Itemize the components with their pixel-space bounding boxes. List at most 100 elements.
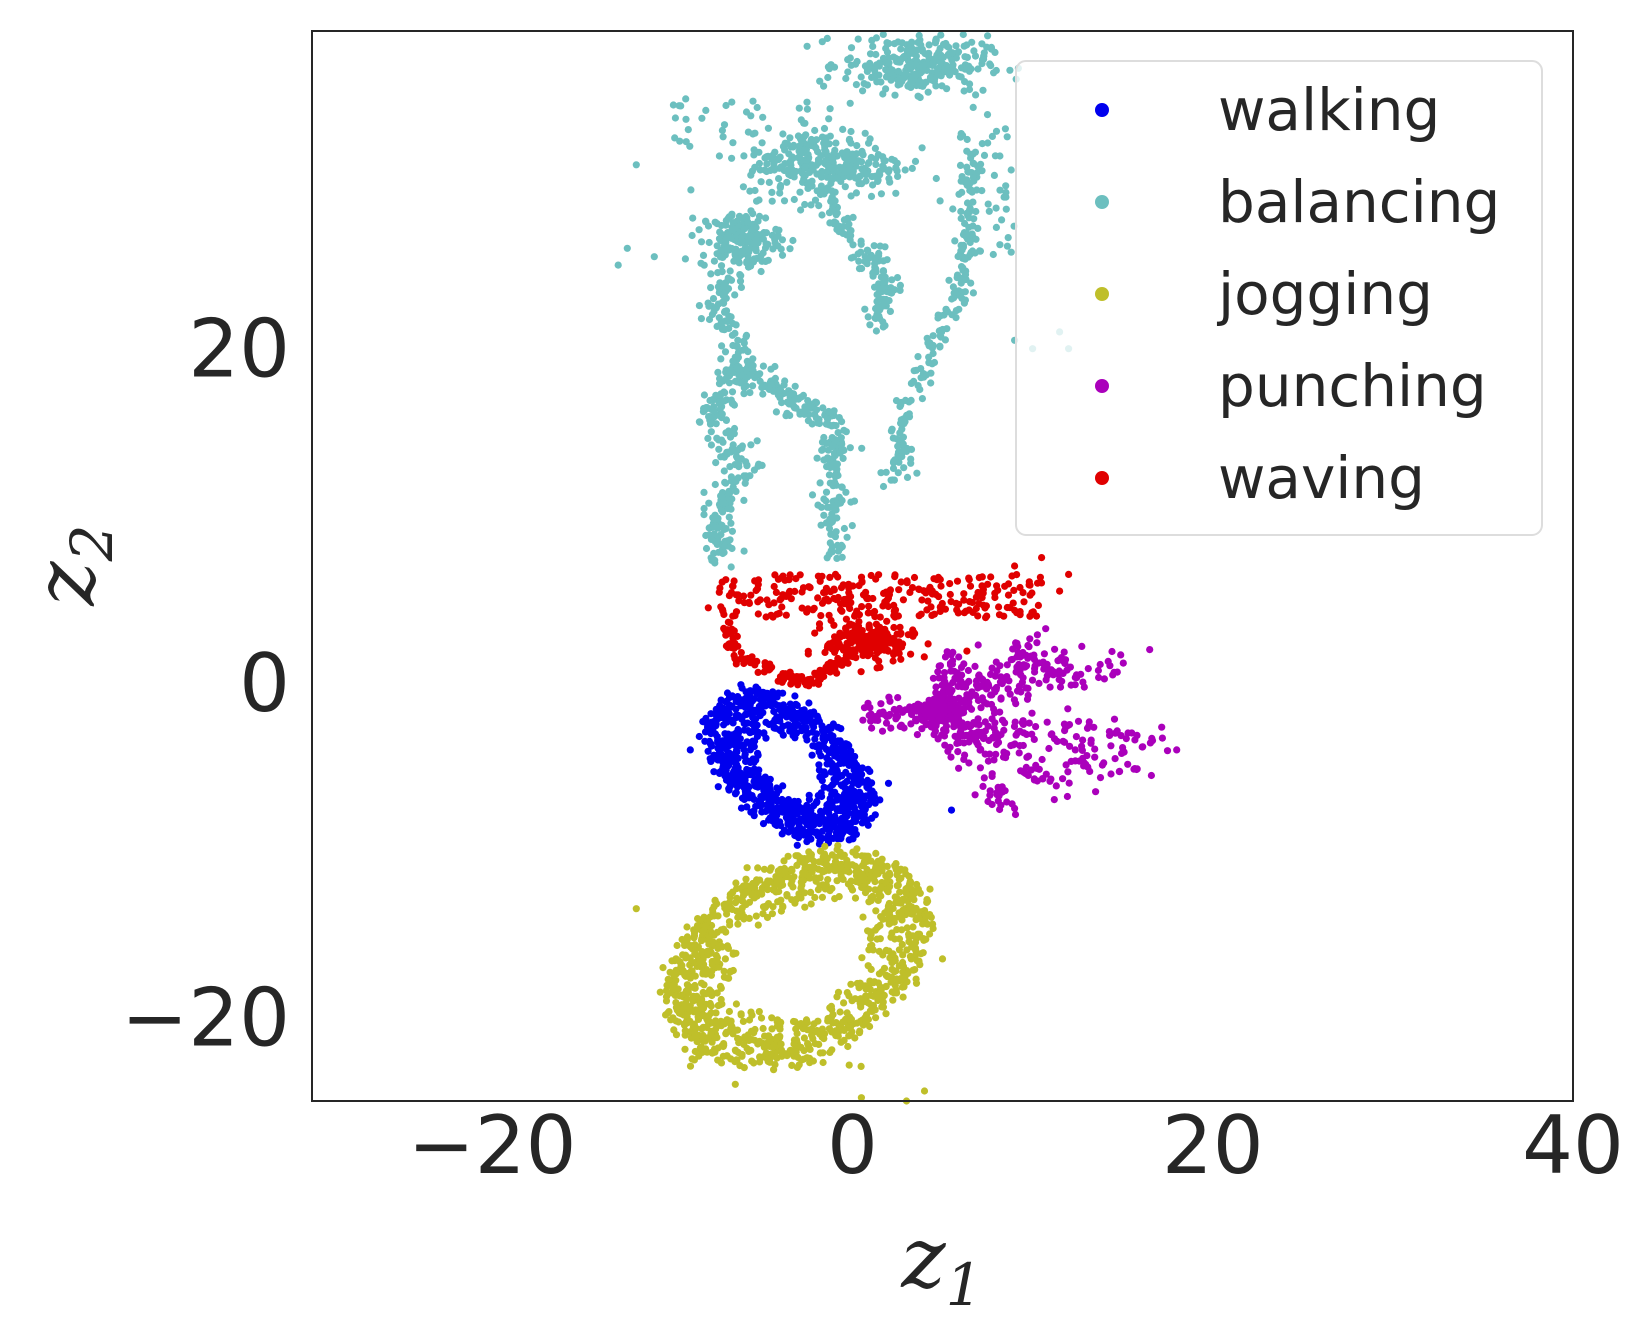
punching-point	[986, 787, 994, 795]
balancing-point	[777, 245, 785, 253]
walking-point	[710, 768, 718, 776]
balancing-point	[715, 380, 724, 388]
walking-point	[747, 771, 755, 779]
jogging-point	[706, 936, 714, 944]
punching-point	[994, 797, 1002, 805]
balancing-point	[688, 231, 696, 240]
balancing-point	[1001, 125, 1010, 133]
balancing-point	[700, 391, 709, 399]
punching-point	[878, 727, 887, 735]
punching-point	[1092, 788, 1100, 796]
punching-point	[994, 783, 1002, 792]
balancing-point	[847, 44, 856, 52]
walking-point	[791, 692, 799, 700]
jogging-point	[810, 1020, 818, 1028]
walking-point	[769, 795, 777, 804]
walking-point	[871, 811, 879, 819]
walking-point	[805, 791, 813, 799]
balancing-point	[855, 265, 864, 273]
balancing-point	[730, 424, 739, 433]
jogging-point	[742, 901, 750, 909]
punching-point	[946, 659, 955, 667]
jogging-point	[847, 980, 855, 988]
waving-point	[814, 594, 822, 602]
balancing-point	[956, 161, 965, 169]
punching-point	[940, 726, 948, 734]
punching-point	[951, 715, 959, 723]
balancing-point	[733, 454, 742, 462]
balancing-point	[731, 291, 739, 299]
jogging-point	[912, 979, 921, 987]
jogging-point	[723, 906, 731, 914]
balancing-point	[830, 407, 838, 415]
balancing-point	[750, 151, 758, 159]
balancing-point	[811, 126, 819, 135]
balancing-point	[951, 237, 959, 245]
jogging-point	[873, 923, 882, 932]
waving-point	[730, 627, 738, 635]
jogging-point	[829, 1019, 837, 1027]
balancing-point	[823, 503, 832, 511]
balancing-point	[892, 164, 900, 172]
punching-point	[977, 674, 985, 683]
balancing-point	[736, 277, 745, 285]
waving-point	[765, 601, 773, 609]
punching-point	[1025, 719, 1033, 727]
jogging-point	[814, 886, 823, 894]
punching-point	[1040, 650, 1048, 658]
jogging-point	[776, 1025, 784, 1033]
jogging-point	[716, 982, 725, 991]
punching-point	[1019, 648, 1027, 657]
walking-point	[740, 776, 749, 785]
jogging-point	[791, 899, 799, 907]
punching-point	[1006, 690, 1014, 698]
balancing-point	[719, 498, 727, 506]
balancing-point	[803, 42, 811, 50]
balancing-point	[872, 61, 881, 69]
walking-point	[794, 721, 802, 729]
balancing-point	[918, 395, 927, 403]
jogging-point	[832, 853, 840, 861]
walking-point	[770, 707, 778, 716]
balancing-point	[825, 550, 833, 558]
jogging-point	[662, 997, 671, 1005]
walking-point	[805, 699, 813, 707]
balancing-point	[825, 407, 833, 416]
punching-point	[1173, 746, 1181, 754]
jogging-point	[899, 951, 907, 959]
balancing-point	[961, 296, 970, 304]
jogging-point	[848, 997, 856, 1005]
balancing-point	[958, 188, 966, 196]
balancing-point	[839, 229, 847, 237]
balancing-point	[869, 42, 877, 51]
balancing-point	[864, 313, 872, 321]
waving-point	[871, 613, 879, 621]
jogging-point	[703, 947, 712, 956]
jogging-point	[734, 920, 742, 928]
waving-point	[1029, 608, 1037, 616]
balancing-point	[915, 31, 923, 40]
balancing-point	[819, 404, 827, 412]
walking-point	[732, 705, 740, 713]
waving-point	[753, 585, 762, 593]
waving-point	[780, 674, 788, 682]
balancing-point	[858, 147, 866, 155]
walking-point	[733, 783, 742, 791]
waving-point	[839, 581, 847, 589]
walking-point	[850, 758, 859, 766]
balancing-point	[874, 307, 882, 315]
punching-point	[907, 720, 915, 728]
walking-point	[806, 713, 814, 721]
jogging-point	[877, 913, 885, 921]
walking-point	[820, 783, 828, 791]
punching-point	[932, 722, 940, 730]
balancing-point	[825, 471, 834, 479]
walking-point	[722, 745, 730, 753]
jogging-point	[862, 992, 870, 1000]
jogging-point	[882, 1010, 890, 1018]
balancing-point	[861, 253, 869, 261]
jogging-point	[816, 847, 825, 855]
walking-point	[746, 758, 754, 767]
punching-point	[1116, 767, 1124, 776]
balancing-point	[765, 178, 773, 186]
